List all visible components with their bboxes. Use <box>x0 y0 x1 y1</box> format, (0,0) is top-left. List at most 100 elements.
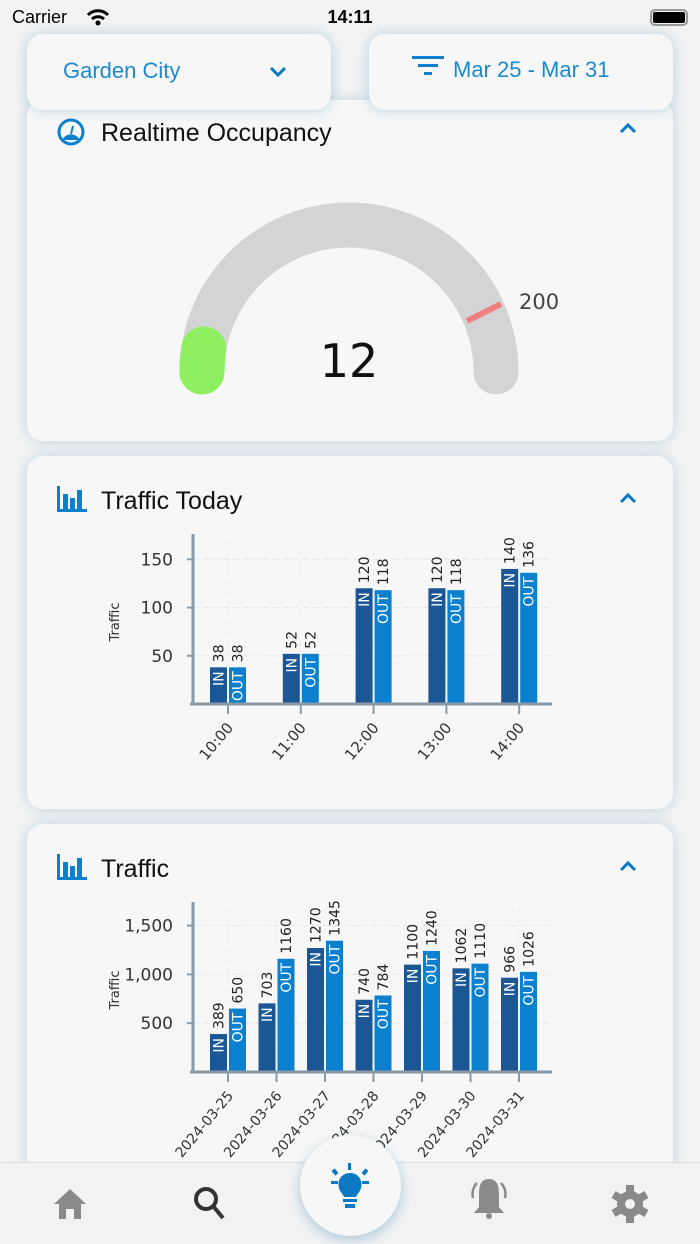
gauge-icon <box>57 118 85 146</box>
gauge-max-marker <box>465 301 503 324</box>
bar-series-label: IN <box>503 982 519 997</box>
bar-in <box>501 977 518 1072</box>
bar-chart-icon <box>57 854 87 880</box>
x-tick-label: 14:00 <box>487 719 529 764</box>
bar-series-label: IN <box>454 972 470 987</box>
card-title: Realtime Occupancy <box>101 119 332 147</box>
bar-series-label: IN <box>260 1007 276 1022</box>
bar-series-label: IN <box>309 952 325 967</box>
chevron-up-icon[interactable] <box>619 122 637 134</box>
card-title: Traffic <box>101 855 170 883</box>
data-label: 120 <box>357 557 373 584</box>
bar-series-label: OUT <box>425 955 441 985</box>
carrier: Carrier <box>12 7 68 27</box>
bar-out <box>447 590 465 704</box>
bar-out <box>520 971 537 1072</box>
insights-button[interactable] <box>300 1135 401 1236</box>
location-dropdown[interactable]: Garden City <box>27 34 331 110</box>
bar-series-label: OUT <box>449 594 465 624</box>
bar-in <box>404 964 421 1072</box>
bar-out <box>423 950 440 1072</box>
chevron-up-icon[interactable] <box>619 860 637 872</box>
x-tick-label: 11:00 <box>268 719 310 764</box>
bar-out <box>229 667 246 704</box>
bar-in <box>428 588 446 704</box>
wifi-icon <box>86 9 110 26</box>
data-label: 703 <box>260 972 276 999</box>
bar-series-label: IN <box>212 1038 228 1053</box>
traffic-card: Traffic 500 1,000 1,500 2024-03-25 IN 389 OUT 6… <box>27 824 673 1184</box>
bar-out <box>277 958 295 1072</box>
occupancy-gauge: 12 200 <box>179 202 559 395</box>
data-label: 52 <box>303 631 319 649</box>
date-range-filter[interactable]: Mar 25 - Mar 31 <box>369 34 673 110</box>
data-label: 1240 <box>425 910 441 946</box>
filter-icon <box>412 56 444 75</box>
data-label: 1026 <box>522 931 538 967</box>
y-tick-label: 500 <box>141 1014 173 1034</box>
battery-icon <box>650 9 688 26</box>
clock: 14:11 <box>327 7 373 27</box>
data-label: 1062 <box>454 928 470 964</box>
data-label: 118 <box>376 558 392 585</box>
bar-in <box>210 1034 227 1072</box>
data-label: 1345 <box>328 900 344 936</box>
location-label: Garden City <box>63 58 181 83</box>
gear-icon[interactable] <box>611 1185 649 1223</box>
realtime-occupancy-card: Realtime Occupancy 12 200 <box>27 100 673 441</box>
status-bar: Carrier 14:11 <box>0 0 700 34</box>
bell-icon[interactable] <box>468 1173 510 1223</box>
bar-series-label: IN <box>284 658 300 673</box>
bar-in <box>452 968 470 1072</box>
home-icon[interactable] <box>53 1187 87 1219</box>
bar-in <box>282 653 300 704</box>
bar-in <box>258 1003 276 1072</box>
bar-in <box>355 588 373 704</box>
bar-series-label: OUT <box>303 657 319 687</box>
bar-chart-icon <box>57 486 87 512</box>
bar-series-label: OUT <box>522 975 538 1005</box>
bar-in <box>307 948 324 1072</box>
data-label: 118 <box>449 558 465 585</box>
bar-out <box>301 653 319 704</box>
data-label: 389 <box>212 1002 228 1029</box>
bar-in <box>210 667 227 704</box>
x-tick-label: 13:00 <box>414 719 456 764</box>
search-icon[interactable] <box>192 1185 226 1221</box>
traffic-today-chart: 5010015010:00IN38OUT3811:00IN52OUT5212:0… <box>108 534 552 764</box>
bar-series-label: OUT <box>522 576 538 606</box>
data-label: 1160 <box>279 918 295 954</box>
bar-series-label: OUT <box>231 1012 247 1042</box>
gauge-fill <box>179 326 227 395</box>
data-label: 52 <box>284 631 300 649</box>
chevron-up-icon[interactable] <box>619 492 637 504</box>
bar-out <box>471 963 489 1072</box>
data-label: 140 <box>503 537 519 564</box>
y-tick-label: 1,000 <box>124 965 173 985</box>
data-label: 1110 <box>473 923 489 959</box>
card-title: Traffic Today <box>101 487 243 515</box>
bar-series-label: OUT <box>376 594 392 624</box>
data-label: 136 <box>522 541 538 568</box>
bar-series-label: IN <box>212 671 228 686</box>
y-axis-label: Traffic <box>108 970 123 1010</box>
data-label: 784 <box>376 964 392 991</box>
x-tick-label: 12:00 <box>341 719 383 764</box>
traffic-today-card: Traffic Today 50 100 150 10:00 IN 38 OUT 38 11:0… <box>27 456 673 809</box>
data-label: 650 <box>231 977 247 1004</box>
y-axis-label: Traffic <box>108 602 123 642</box>
bar-out <box>374 995 392 1072</box>
bar-series-label: IN <box>406 969 422 984</box>
bar-out <box>374 590 392 704</box>
occupancy-value: 12 <box>320 334 379 388</box>
bar-series-label: OUT <box>376 999 392 1029</box>
data-label: 38 <box>231 645 247 663</box>
bar-series-label: OUT <box>231 671 247 701</box>
data-label: 1270 <box>309 907 325 943</box>
bar-series-label: IN <box>357 592 373 607</box>
y-tick-label: 100 <box>141 599 173 619</box>
bar-out <box>229 1008 246 1072</box>
lightbulb-icon <box>331 1163 369 1208</box>
gauge-max-label: 200 <box>519 290 559 314</box>
